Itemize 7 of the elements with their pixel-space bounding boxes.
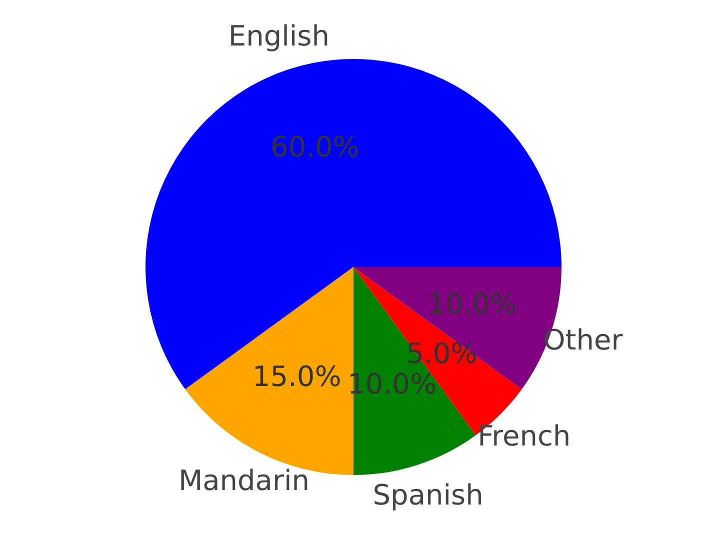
data-label: 10.0% bbox=[428, 288, 517, 321]
slice-label: English bbox=[228, 20, 330, 53]
slice-label: Spanish bbox=[372, 478, 484, 512]
slice-label: Mandarin bbox=[178, 464, 310, 497]
slice-label: French bbox=[478, 420, 571, 453]
data-label: 60.0% bbox=[270, 130, 360, 164]
data-label: 15.0% bbox=[252, 360, 342, 394]
